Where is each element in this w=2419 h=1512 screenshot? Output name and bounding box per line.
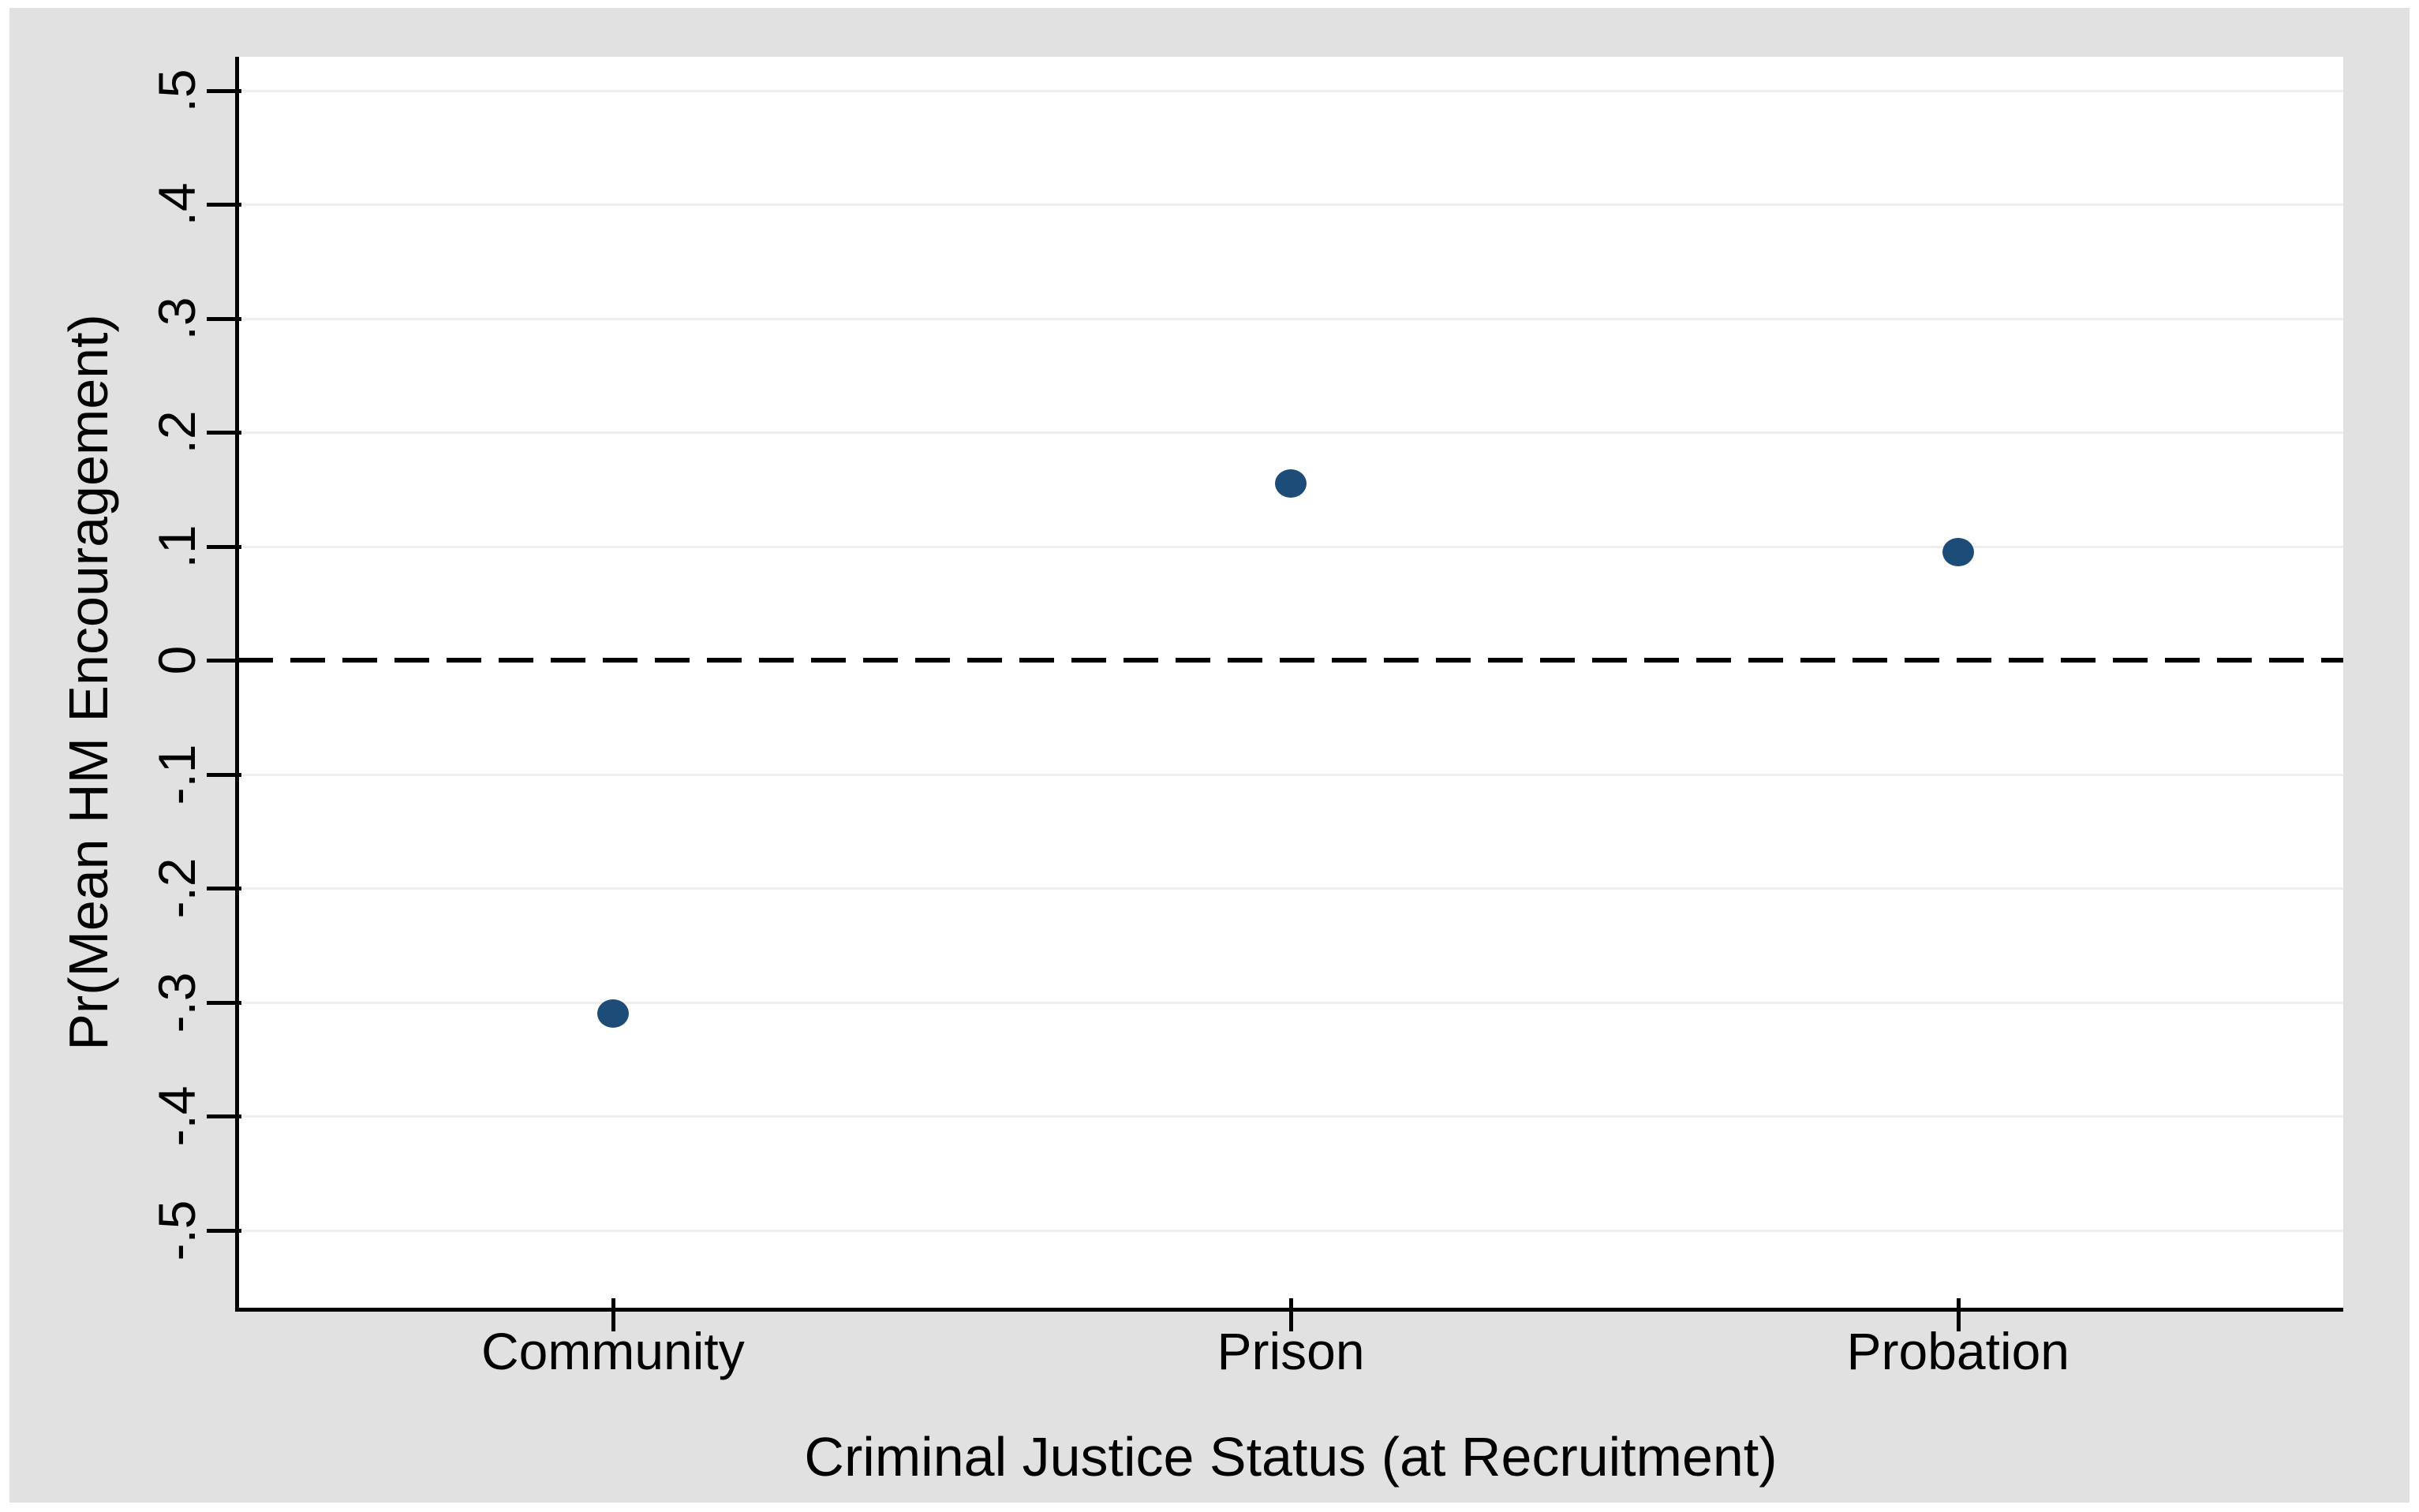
y-tick [207,431,241,435]
y-tick-label: -.3 [148,971,206,1033]
y-tick-label: -.4 [148,1085,206,1147]
x-tick-label: Prison [1217,1322,1365,1380]
y-gridline [238,545,2343,548]
y-gridline [238,89,2343,92]
x-tick-label: Community [481,1322,745,1380]
y-tick [207,659,241,663]
y-tick [207,203,241,207]
x-tick-label: Probation [1846,1322,2070,1380]
zero-reference-line [238,658,2343,663]
y-tick-label: -.2 [148,857,206,919]
y-tick-label: 0 [148,645,206,675]
y-tick-label: -.5 [148,1199,206,1261]
y-tick [207,1228,241,1233]
y-tick [207,316,241,321]
y-gridline [238,431,2343,434]
data-point [596,999,629,1028]
y-axis-title: Pr(Mean HM Encouragement) [58,314,119,1051]
y-gridline [238,1001,2343,1004]
y-tick [207,88,241,93]
y-gridline [238,773,2343,776]
y-tick [207,887,241,890]
plot-area [238,57,2343,1308]
y-tick [207,1000,241,1005]
y-gridline [238,317,2343,320]
data-point [1942,537,1974,566]
y-tick-label: .1 [148,524,206,569]
y-tick-label: .3 [148,296,206,341]
x-tick [611,1298,615,1331]
y-gridline [238,1115,2343,1118]
y-tick-label: .4 [148,182,206,226]
y-tick [207,544,241,549]
x-tick [1289,1298,1293,1331]
y-tick [207,772,241,777]
data-point [1275,469,1307,498]
y-gridline [238,887,2343,890]
y-tick [207,1114,241,1118]
y-gridline [238,203,2343,206]
y-axis-line [235,57,239,1312]
x-axis-title: Criminal Justice Status (at Recruitment) [804,1426,1778,1488]
x-tick [1956,1298,1961,1331]
y-tick-label: .5 [148,68,206,113]
y-gridline [238,1229,2343,1232]
y-tick-label: -.1 [148,743,206,805]
y-tick-label: .2 [148,410,206,454]
